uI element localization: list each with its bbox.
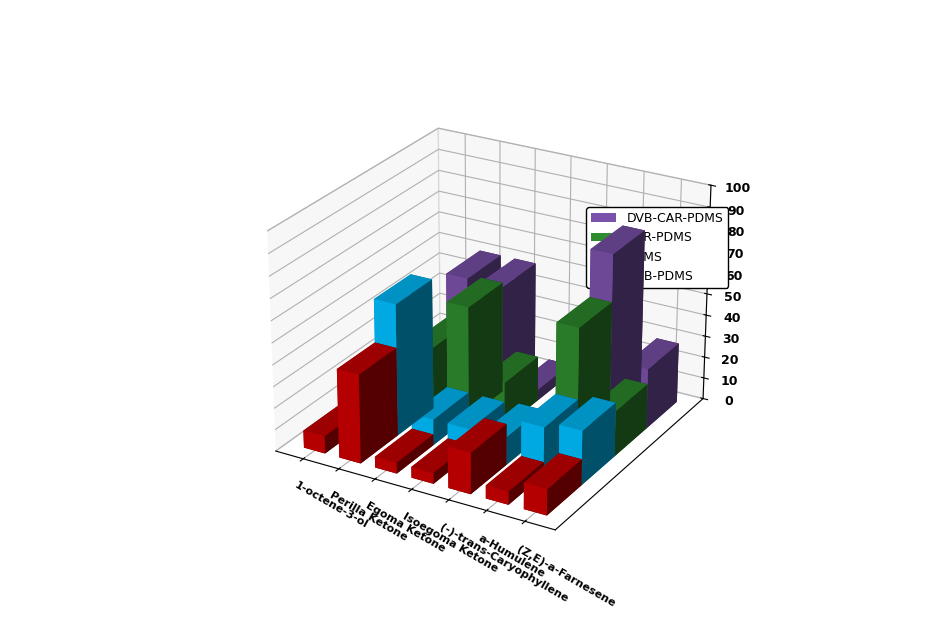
Legend: DVB-CAR-PDMS, CAR-PDMS, PDMS, DVB-PDMS: DVB-CAR-PDMS, CAR-PDMS, PDMS, DVB-PDMS <box>586 207 729 288</box>
